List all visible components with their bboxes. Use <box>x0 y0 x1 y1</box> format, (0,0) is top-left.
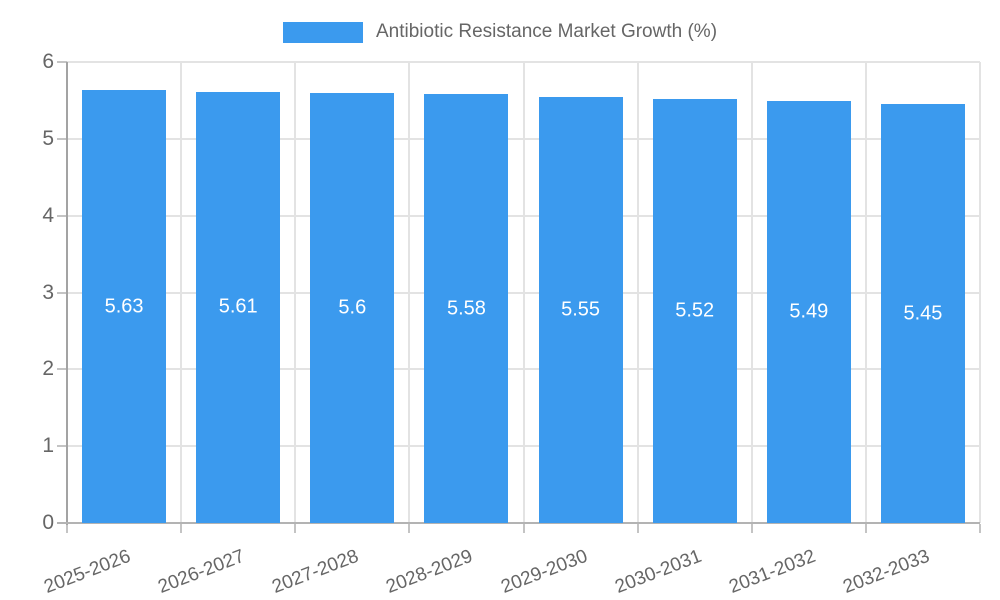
v-gridline <box>864 62 867 523</box>
bar-2025-2026 <box>82 90 167 523</box>
y-tick-mark <box>57 445 67 448</box>
y-tick-mark <box>57 61 67 63</box>
bar-2031-2032 <box>766 101 851 523</box>
y-tick-mark <box>57 137 67 140</box>
y-tick-mark <box>57 291 67 294</box>
v-gridline <box>408 62 411 523</box>
y-tick-label: 1 <box>42 434 54 458</box>
x-axis-line <box>57 522 980 524</box>
x-tick-mark <box>522 524 525 533</box>
bar-2029-2030 <box>538 96 623 523</box>
bar-2026-2027 <box>196 91 281 523</box>
x-tick-mark <box>979 524 981 533</box>
legend-swatch <box>282 21 363 43</box>
v-gridline <box>750 62 753 523</box>
x-tick-mark <box>180 524 183 533</box>
bar-value-label: 5.55 <box>561 298 601 321</box>
x-tick-mark <box>636 524 639 533</box>
legend-label: Antibiotic Resistance Market Growth (%) <box>375 21 718 42</box>
bar-2028-2029 <box>424 94 509 523</box>
v-gridline <box>180 62 183 523</box>
y-tick-label: 6 <box>42 50 54 73</box>
y-tick-label: 2 <box>42 357 54 381</box>
chart-legend[interactable]: Antibiotic Resistance Market Growth (%) <box>0 12 1000 52</box>
bar-2030-2031 <box>652 98 737 523</box>
v-gridline <box>294 62 297 523</box>
bar-value-label: 5.52 <box>675 299 715 322</box>
x-tick-mark <box>294 524 297 533</box>
bar-2027-2028 <box>310 92 395 523</box>
bar-value-label: 5.61 <box>218 295 258 318</box>
y-tick-label: 0 <box>42 511 54 534</box>
y-tick-mark <box>57 214 67 217</box>
bar-value-label: 5.45 <box>903 302 943 325</box>
v-gridline <box>979 62 981 523</box>
bar-value-label: 5.63 <box>104 295 144 318</box>
x-tick-mark <box>750 524 753 533</box>
x-tick-mark <box>864 524 867 533</box>
y-tick-label: 4 <box>42 203 54 227</box>
x-tick-mark <box>408 524 411 533</box>
x-tick-mark <box>66 524 68 533</box>
y-axis-line <box>66 62 68 525</box>
v-gridline <box>522 62 525 523</box>
bar-value-label: 5.58 <box>446 297 486 320</box>
y-tick-mark <box>57 368 67 371</box>
y-tick-label: 5 <box>42 126 54 150</box>
bar-2032-2033 <box>880 104 965 523</box>
v-gridline <box>636 62 639 523</box>
bar-value-label: 5.49 <box>789 300 829 323</box>
y-tick-label: 3 <box>42 280 54 304</box>
x-tick-label: 2025-2026 <box>41 545 134 598</box>
bar-value-label: 5.6 <box>338 296 367 319</box>
